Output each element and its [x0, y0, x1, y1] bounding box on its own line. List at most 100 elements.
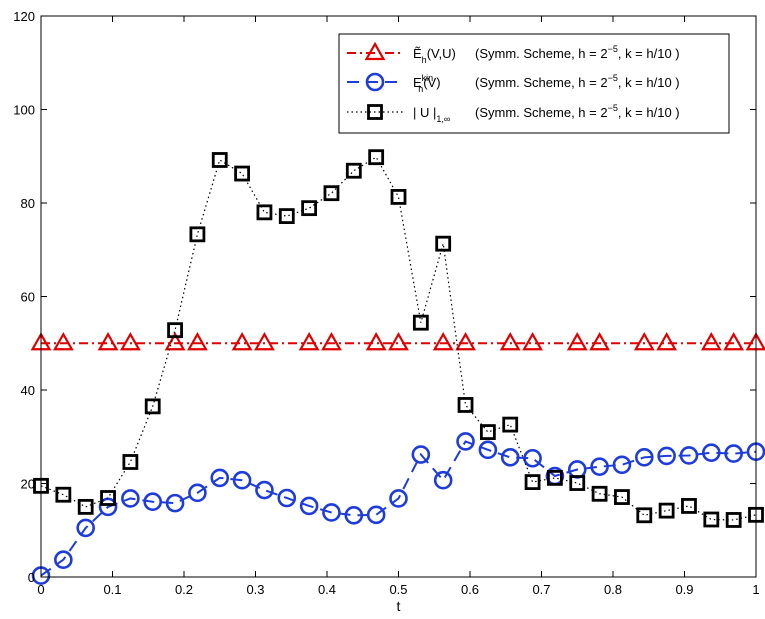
data-point [165, 493, 185, 513]
data-point [144, 398, 161, 415]
data-point [702, 443, 721, 462]
data-point [614, 489, 630, 505]
data-point [345, 162, 362, 179]
data-point [323, 185, 340, 202]
legend-desc-suffix: , k = h/10 ) [618, 46, 680, 61]
y-tick-label: 120 [13, 9, 35, 24]
legend-symbol: | U | [413, 105, 436, 120]
x-tick-label: 0 [37, 582, 44, 597]
x-tick-label: 0.7 [532, 582, 550, 597]
x-tick-label: 0.1 [103, 582, 121, 597]
data-point [366, 505, 386, 525]
data-point [232, 470, 252, 490]
x-tick-label: 0.5 [389, 582, 407, 597]
legend-subscript: 1,∞ [436, 114, 450, 124]
legend-entry: Ẽh(V,U) (Symm. Scheme, h = 2−5, k = h/10 … [347, 41, 680, 65]
data-point [52, 332, 74, 351]
y-tick-label: 40 [21, 383, 35, 398]
legend-label: Ẽh(V,U) [413, 46, 456, 65]
data-point [657, 446, 676, 466]
data-point [234, 165, 250, 182]
data-point [479, 424, 496, 440]
data-point [457, 397, 474, 413]
data-point [634, 448, 654, 467]
data-point [187, 332, 208, 351]
y-tick-label: 80 [21, 196, 35, 211]
legend-symbol: E [413, 75, 422, 90]
data-point [633, 332, 655, 351]
data-point [98, 497, 118, 517]
data-point [679, 446, 699, 465]
legend-desc-exponent: −5 [608, 73, 618, 83]
data-point [432, 332, 454, 351]
data-point [590, 457, 609, 476]
legend-label: | U |1,∞ [413, 105, 450, 124]
data-point [456, 432, 475, 451]
data-point [231, 332, 253, 351]
data-point [301, 200, 318, 217]
legend-desc-suffix: , k = h/10 ) [618, 105, 680, 120]
data-point [658, 502, 675, 519]
legend-desc-exponent: −5 [608, 103, 618, 113]
data-point [681, 498, 697, 514]
data-point [502, 416, 519, 433]
data-point [612, 455, 632, 475]
data-point [256, 204, 273, 221]
data-point [189, 226, 206, 243]
data-point [122, 454, 139, 470]
x-axis-ticks: 0 0.1 0.2 0.3 0.4 0.5 0.6 0.7 0.8 0.9 1 [37, 16, 760, 597]
data-point [255, 480, 274, 500]
legend-subscript: h [422, 55, 427, 65]
data-point [322, 503, 341, 522]
data-point [411, 445, 431, 464]
legend-entry: | U |1,∞ (Symm. Scheme, h = 2−5, k = h/10… [347, 103, 680, 124]
legend-desc-prefix: (Symm. Scheme, h = 2 [475, 105, 608, 120]
legend-description: (Symm. Scheme, h = 2−5, k = h/10 ) [475, 103, 680, 120]
data-point [299, 496, 319, 516]
data-point [55, 486, 72, 503]
data-point [591, 485, 608, 502]
x-tick-label: 0.4 [318, 582, 336, 597]
x-tick-label: 0.9 [675, 582, 693, 597]
data-point [700, 332, 722, 351]
data-point [77, 498, 94, 515]
legend-entry: Ekin h(V) (Symm. Scheme, h = 2−5, k = h/10… [347, 72, 680, 94]
data-point [703, 511, 720, 528]
x-tick-label: 0.6 [461, 582, 479, 597]
series-line [40, 440, 757, 577]
legend-desc-prefix: (Symm. Scheme, h = 2 [475, 75, 608, 90]
y-tick-label: 0 [28, 570, 35, 585]
legend-description: (Symm. Scheme, h = 2−5, k = h/10 ) [475, 44, 680, 61]
y-tick-label: 60 [21, 290, 35, 305]
data-point [100, 490, 116, 506]
series-triangle [30, 332, 765, 351]
legend-label: Ekin h(V) [413, 73, 441, 94]
data-point [390, 189, 407, 205]
data-point [523, 448, 542, 468]
legend-desc-prefix: (Symm. Scheme, h = 2 [475, 46, 608, 61]
data-point [54, 550, 73, 570]
data-point [277, 488, 297, 508]
data-point [589, 332, 610, 351]
series-square [33, 149, 764, 528]
data-point [636, 507, 653, 524]
data-point [321, 332, 342, 351]
y-axis-ticks: 0 20 40 60 80 100 120 [13, 9, 756, 585]
y-tick-label: 20 [21, 477, 35, 492]
legend-marker [364, 41, 386, 61]
data-point [97, 332, 119, 351]
data-point [724, 444, 743, 463]
data-point [478, 440, 498, 460]
data-point [412, 314, 429, 331]
data-point [76, 518, 95, 538]
data-point [278, 208, 295, 224]
data-point [143, 492, 163, 512]
legend-description: (Symm. Scheme, h = 2−5, k = h/10 ) [475, 73, 680, 90]
data-point [211, 152, 228, 168]
data-point [499, 332, 521, 351]
legend-marker [365, 72, 385, 92]
data-point [725, 512, 742, 528]
data-point [164, 332, 186, 351]
legend-subscript: h [418, 84, 423, 94]
